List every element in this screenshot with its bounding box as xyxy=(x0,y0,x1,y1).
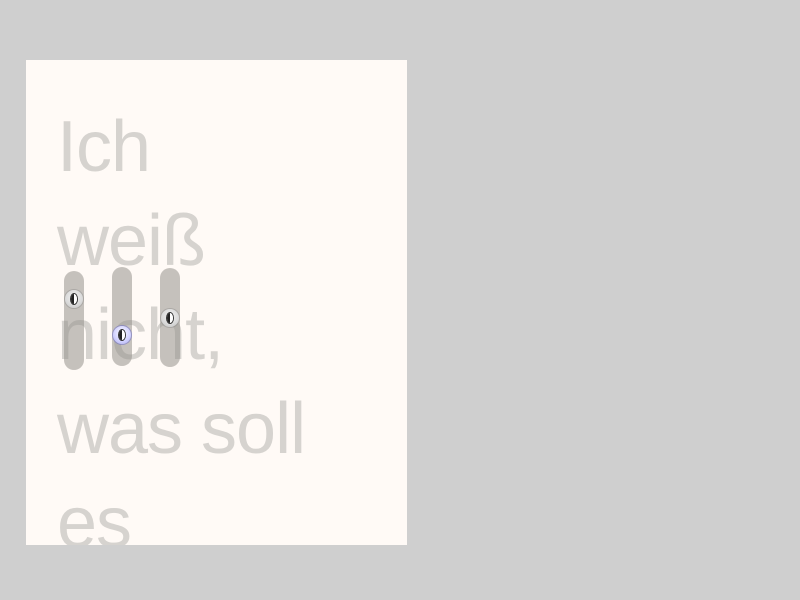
poem-line-1: Ich xyxy=(57,107,151,187)
poem-line-3: nicht, xyxy=(57,295,224,375)
eye-icon xyxy=(167,312,173,323)
slider-track-1[interactable] xyxy=(64,271,84,370)
slider-knob-3[interactable] xyxy=(161,308,179,327)
slider-knob-2[interactable] xyxy=(113,325,131,344)
eye-icon xyxy=(71,293,77,304)
poem-text: Ich weiß nicht, was soll es xyxy=(57,100,377,545)
slider-knob-1[interactable] xyxy=(65,289,83,308)
eye-icon xyxy=(119,329,125,340)
slider-track-2[interactable] xyxy=(112,267,132,366)
slider-track-3[interactable] xyxy=(160,268,180,367)
poem-line-2: weiß xyxy=(57,201,206,281)
text-panel: Ich weiß nicht, was soll es xyxy=(26,60,407,545)
poem-line-5: es xyxy=(57,483,132,545)
poem-line-4: was soll xyxy=(57,389,306,469)
